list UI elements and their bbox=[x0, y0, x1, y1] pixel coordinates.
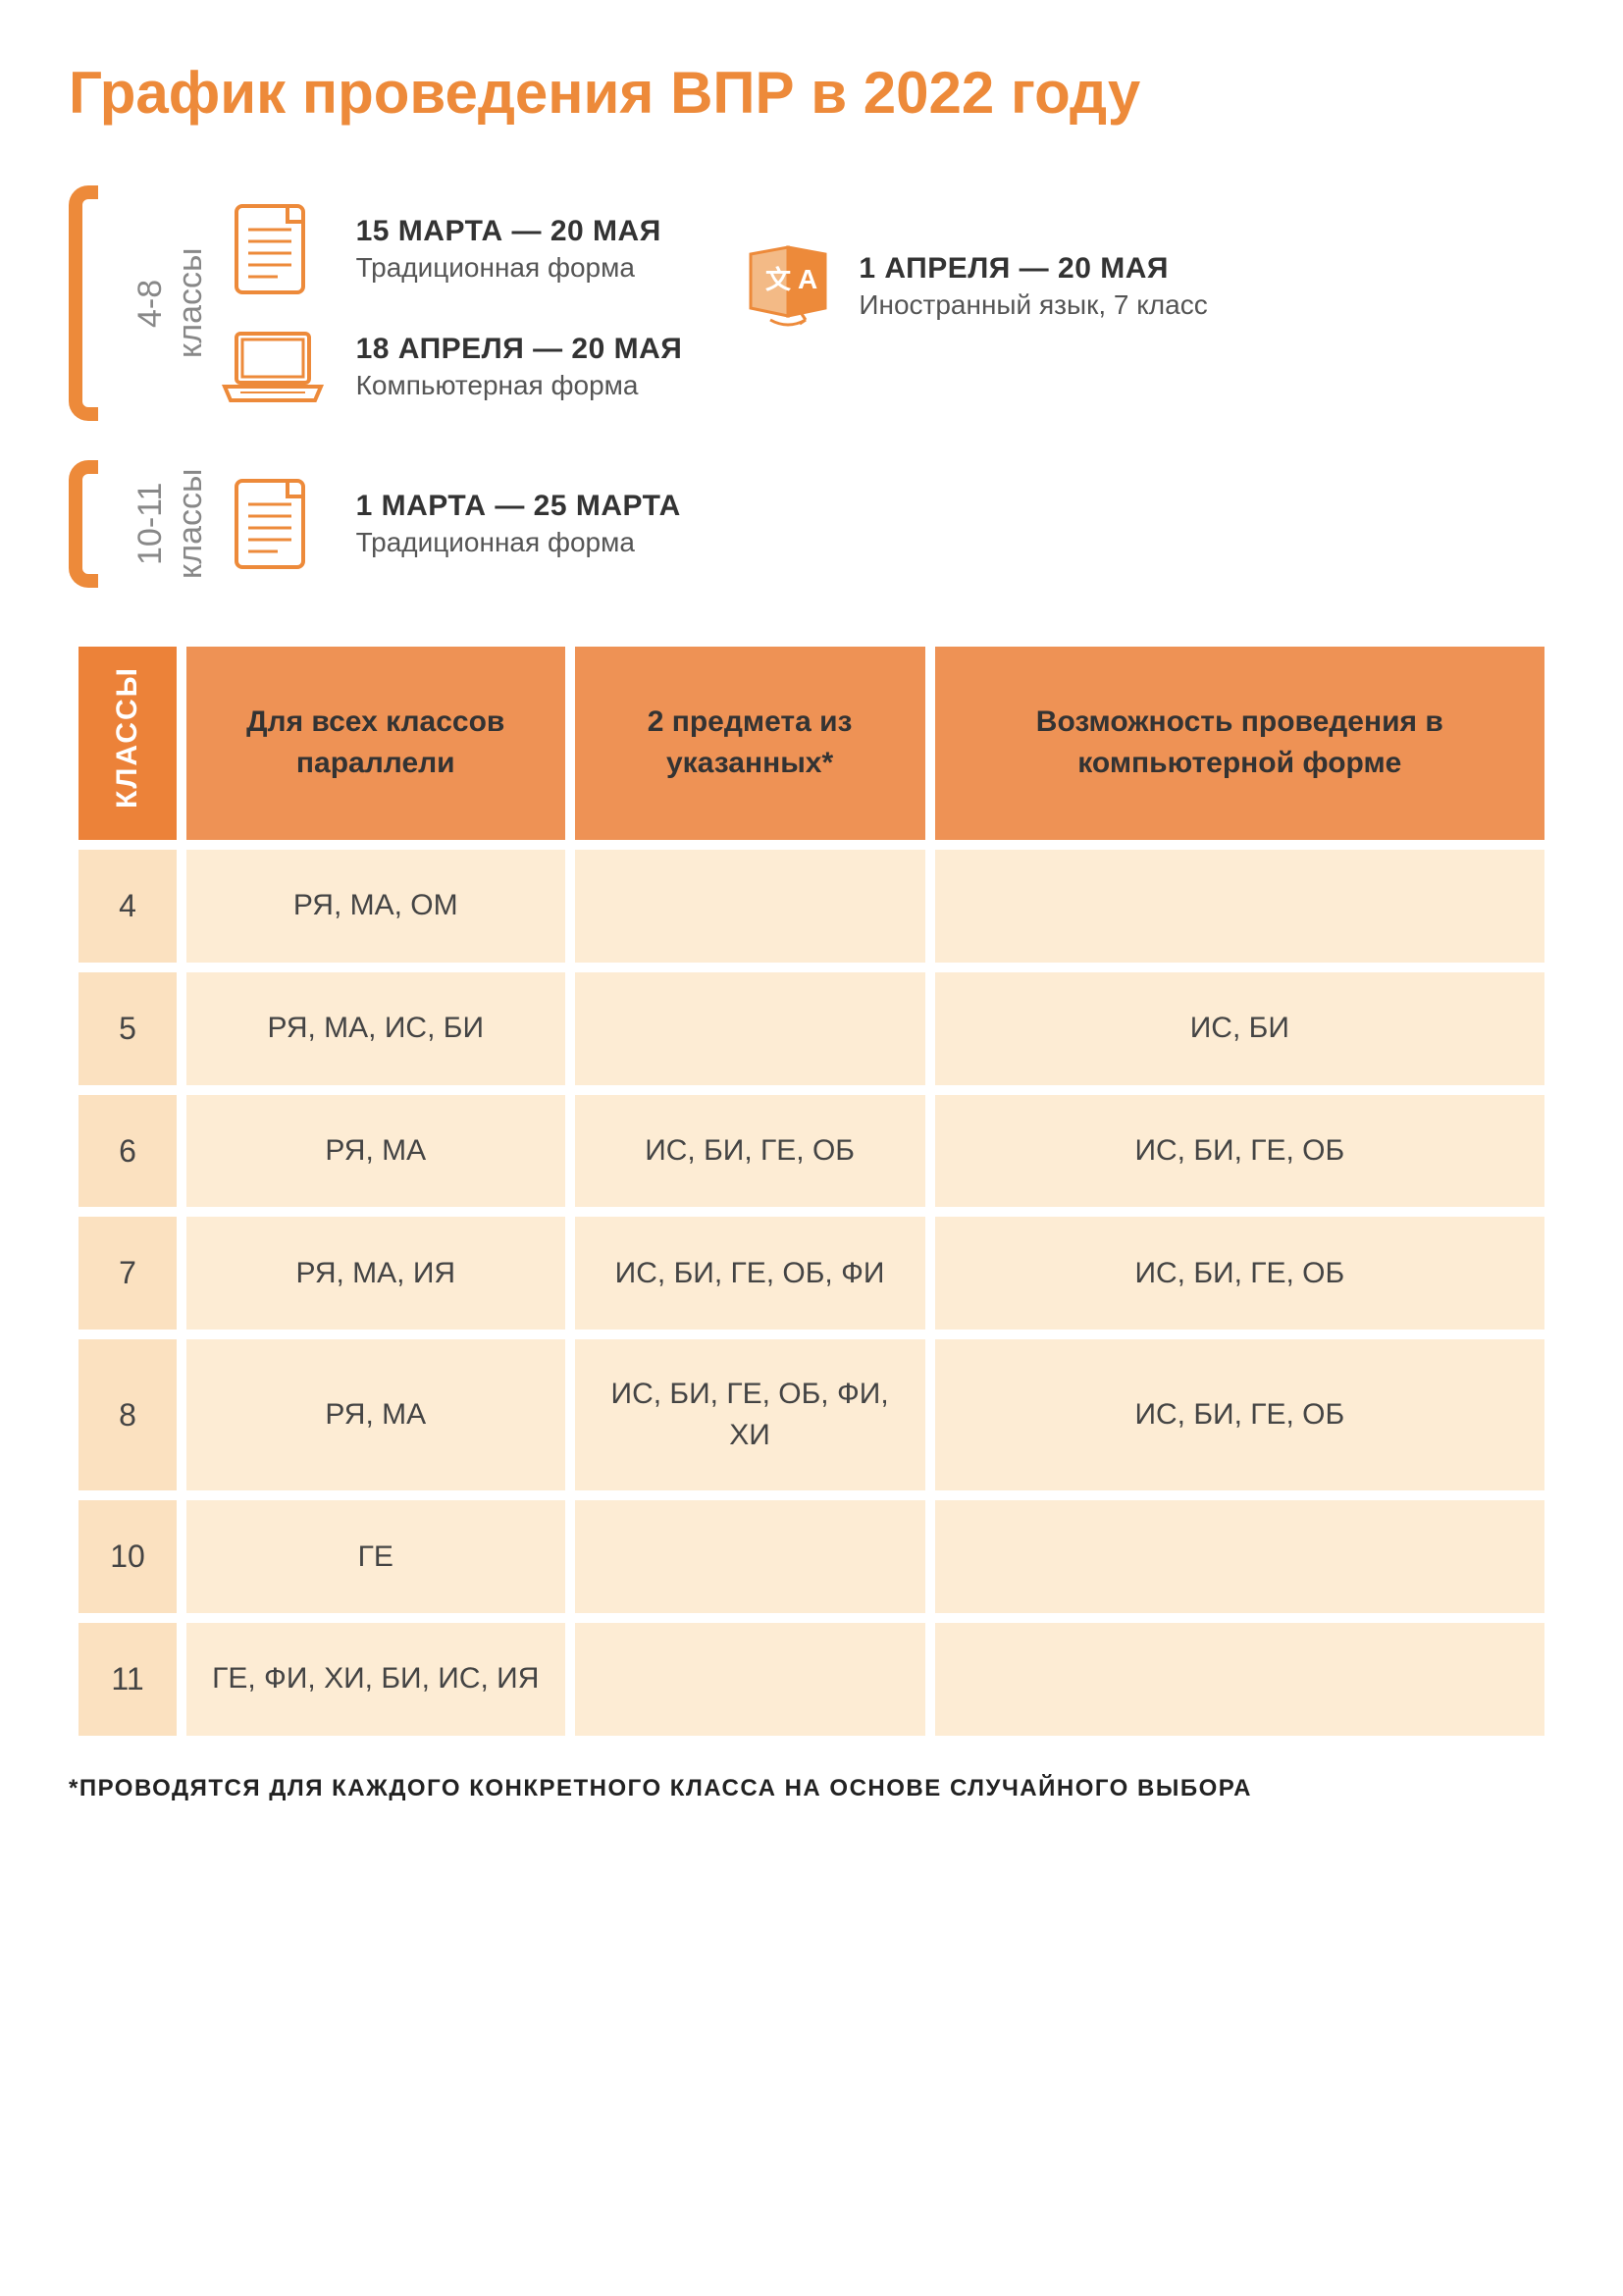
cell-klass: 11 bbox=[79, 1623, 177, 1736]
dates-text: 1 АПРЕЛЯ — 20 МАЯ bbox=[859, 252, 1207, 286]
cell-two bbox=[575, 1500, 925, 1613]
cell-two bbox=[575, 972, 925, 1085]
bracket-icon bbox=[69, 185, 98, 421]
table-row: 10ГЕ bbox=[79, 1500, 1544, 1613]
cell-comp: ИС, БИ, ГЕ, ОБ bbox=[935, 1095, 1544, 1208]
cell-klass: 6 bbox=[79, 1095, 177, 1208]
cell-all: РЯ, МА bbox=[186, 1339, 565, 1490]
bracket-icon bbox=[69, 460, 98, 588]
language-icon: 文 A bbox=[741, 239, 834, 333]
document-icon bbox=[219, 200, 327, 298]
group-4-8: 4-8 классы bbox=[69, 185, 682, 421]
svg-text:文: 文 bbox=[765, 265, 792, 294]
cell-all: ГЕ bbox=[186, 1500, 565, 1613]
cell-all: РЯ, МА, ИЯ bbox=[186, 1217, 565, 1330]
table-row: 6РЯ, МАИС, БИ, ГЕ, ОБИС, БИ, ГЕ, ОБ bbox=[79, 1095, 1544, 1208]
cell-klass: 10 bbox=[79, 1500, 177, 1613]
cell-klass: 4 bbox=[79, 850, 177, 963]
footnote-text: *ПРОВОДЯТСЯ ДЛЯ КАЖДОГО КОНКРЕТНОГО КЛАС… bbox=[69, 1775, 1554, 1802]
table-header: Для всех классов параллели bbox=[186, 647, 565, 840]
dates-text: 15 МАРТА — 20 МАЯ bbox=[356, 215, 661, 248]
cell-two: ИС, БИ, ГЕ, ОБ, ФИ bbox=[575, 1217, 925, 1330]
form-text: Компьютерная форма bbox=[356, 370, 683, 401]
cell-two: ИС, БИ, ГЕ, ОБ bbox=[575, 1095, 925, 1208]
cell-two bbox=[575, 850, 925, 963]
klassy-text: классы bbox=[171, 460, 211, 588]
cell-klass: 7 bbox=[79, 1217, 177, 1330]
table-header-klassy: КЛАССЫ bbox=[79, 647, 177, 840]
table-row: 5РЯ, МА, ИС, БИ ИС, БИ bbox=[79, 972, 1544, 1085]
document-icon bbox=[219, 475, 327, 573]
grades-text: 10-11 bbox=[131, 460, 171, 588]
table-row: 7РЯ, МА, ИЯИС, БИ, ГЕ, ОБ, ФИИС, БИ, ГЕ,… bbox=[79, 1217, 1544, 1330]
cell-all: РЯ, МА, ИС, БИ bbox=[186, 972, 565, 1085]
schedule-item: 15 МАРТА — 20 МАЯ Традиционная форма bbox=[219, 200, 683, 298]
cell-comp: ИС, БИ, ГЕ, ОБ bbox=[935, 1339, 1544, 1490]
cell-all: РЯ, МА bbox=[186, 1095, 565, 1208]
schedule-item-side: 文 A 1 АПРЕЛЯ — 20 МАЯ Иностранный язык, … bbox=[741, 239, 1207, 333]
dates-text: 1 МАРТА — 25 МАРТА bbox=[356, 490, 681, 523]
table-row: 11ГЕ, ФИ, ХИ, БИ, ИС, ИЯ bbox=[79, 1623, 1544, 1736]
page-title: График проведения ВПР в 2022 году bbox=[69, 59, 1554, 127]
cell-all: ГЕ, ФИ, ХИ, БИ, ИС, ИЯ bbox=[186, 1623, 565, 1736]
cell-two: ИС, БИ, ГЕ, ОБ, ФИ, ХИ bbox=[575, 1339, 925, 1490]
group-label-4-8: 4-8 классы bbox=[123, 185, 219, 421]
cell-comp bbox=[935, 1623, 1544, 1736]
table-row: 8РЯ, МАИС, БИ, ГЕ, ОБ, ФИ, ХИИС, БИ, ГЕ,… bbox=[79, 1339, 1544, 1490]
schedule-item: 1 МАРТА — 25 МАРТА Традиционная форма bbox=[219, 475, 814, 573]
cell-comp bbox=[935, 1500, 1544, 1613]
svg-text:A: A bbox=[798, 264, 817, 294]
dates-text: 18 АПРЕЛЯ — 20 МАЯ bbox=[356, 333, 683, 366]
klassy-text: классы bbox=[171, 185, 211, 421]
table-header: 2 предмета из указанных* bbox=[575, 647, 925, 840]
form-text: Иностранный язык, 7 класс bbox=[859, 289, 1207, 321]
schedule-item: 18 АПРЕЛЯ — 20 МАЯ Компьютерная форма bbox=[219, 328, 683, 406]
schedule-section: 4-8 классы bbox=[69, 185, 1554, 588]
cell-klass: 8 bbox=[79, 1339, 177, 1490]
cell-klass: 5 bbox=[79, 972, 177, 1085]
group-10-11: 10-11 классы 1 МАРТА — 25 М bbox=[69, 460, 814, 588]
laptop-icon bbox=[219, 328, 327, 406]
grades-text: 4-8 bbox=[131, 185, 171, 421]
cell-two bbox=[575, 1623, 925, 1736]
table-header: Возможность проведения в компьютерной фо… bbox=[935, 647, 1544, 840]
subjects-table: КЛАССЫ Для всех классов параллели 2 пред… bbox=[69, 637, 1554, 1746]
cell-all: РЯ, МА, ОМ bbox=[186, 850, 565, 963]
cell-comp: ИС, БИ bbox=[935, 972, 1544, 1085]
form-text: Традиционная форма bbox=[356, 252, 661, 284]
form-text: Традиционная форма bbox=[356, 527, 681, 558]
table-row: 4РЯ, МА, ОМ bbox=[79, 850, 1544, 963]
cell-comp bbox=[935, 850, 1544, 963]
cell-comp: ИС, БИ, ГЕ, ОБ bbox=[935, 1217, 1544, 1330]
group-label-10-11: 10-11 классы bbox=[123, 460, 219, 588]
